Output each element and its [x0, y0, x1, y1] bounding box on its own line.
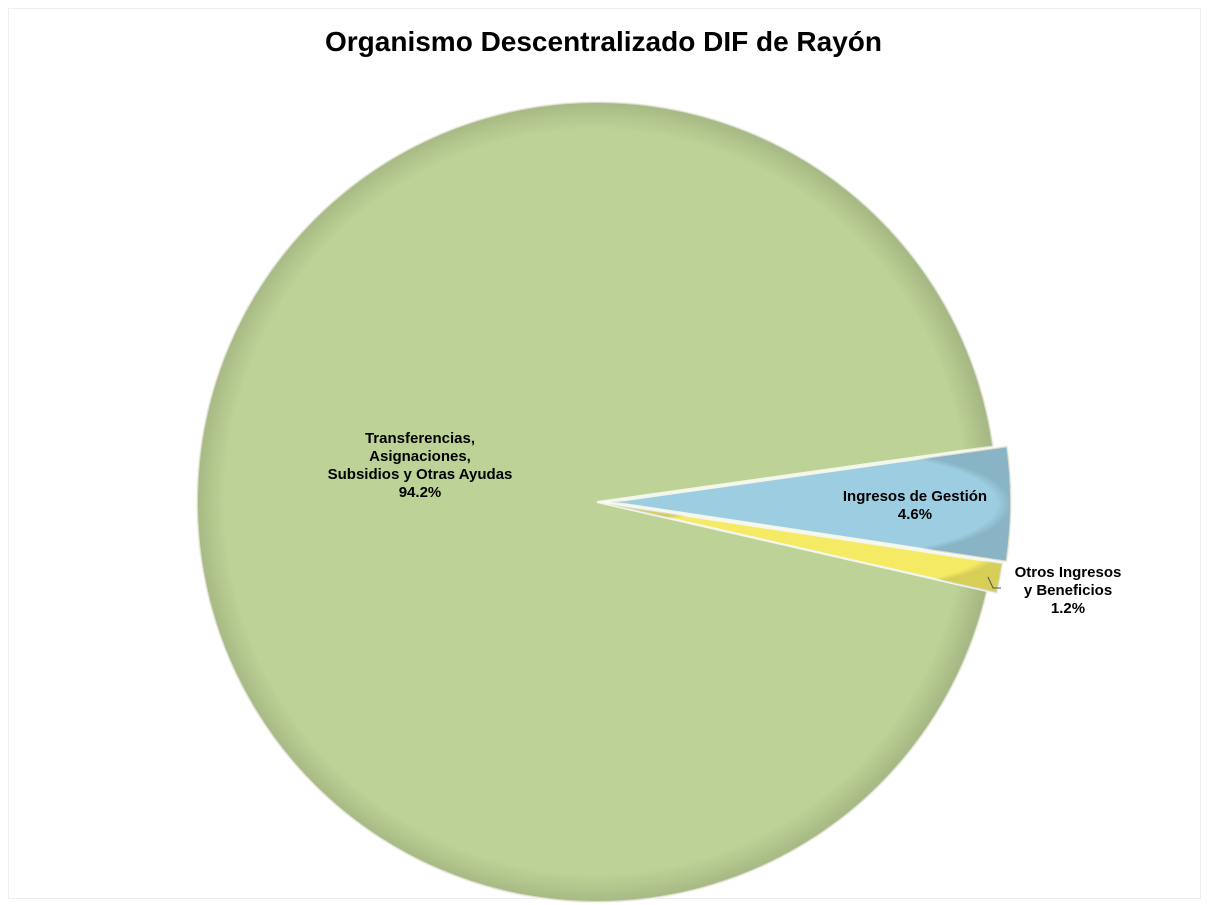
slice-value-label-1: 94.2% [399, 484, 442, 501]
pie-slice-shading-3 [606, 503, 1003, 594]
slice-label-1: Asignaciones, [369, 448, 471, 465]
pie-slice-shading-1 [197, 101, 994, 902]
slice-value-label-2: 4.6% [898, 506, 932, 523]
slice-label-1: Transferencias, [365, 430, 475, 447]
slice-label-3: Otros Ingresos [1015, 564, 1122, 581]
slice-value-label-3: 1.2% [1051, 600, 1085, 617]
pie-slice-shading-2 [610, 446, 1011, 562]
slice-label-3: y Beneficios [1024, 582, 1112, 599]
leader-line-otros [987, 576, 1001, 589]
slice-label-1: Subsidios y Otras Ayudas [328, 466, 513, 483]
chart-title: Organismo Descentralizado DIF de Rayón [324, 26, 883, 57]
slice-label-2: Ingresos de Gestión [843, 488, 987, 505]
